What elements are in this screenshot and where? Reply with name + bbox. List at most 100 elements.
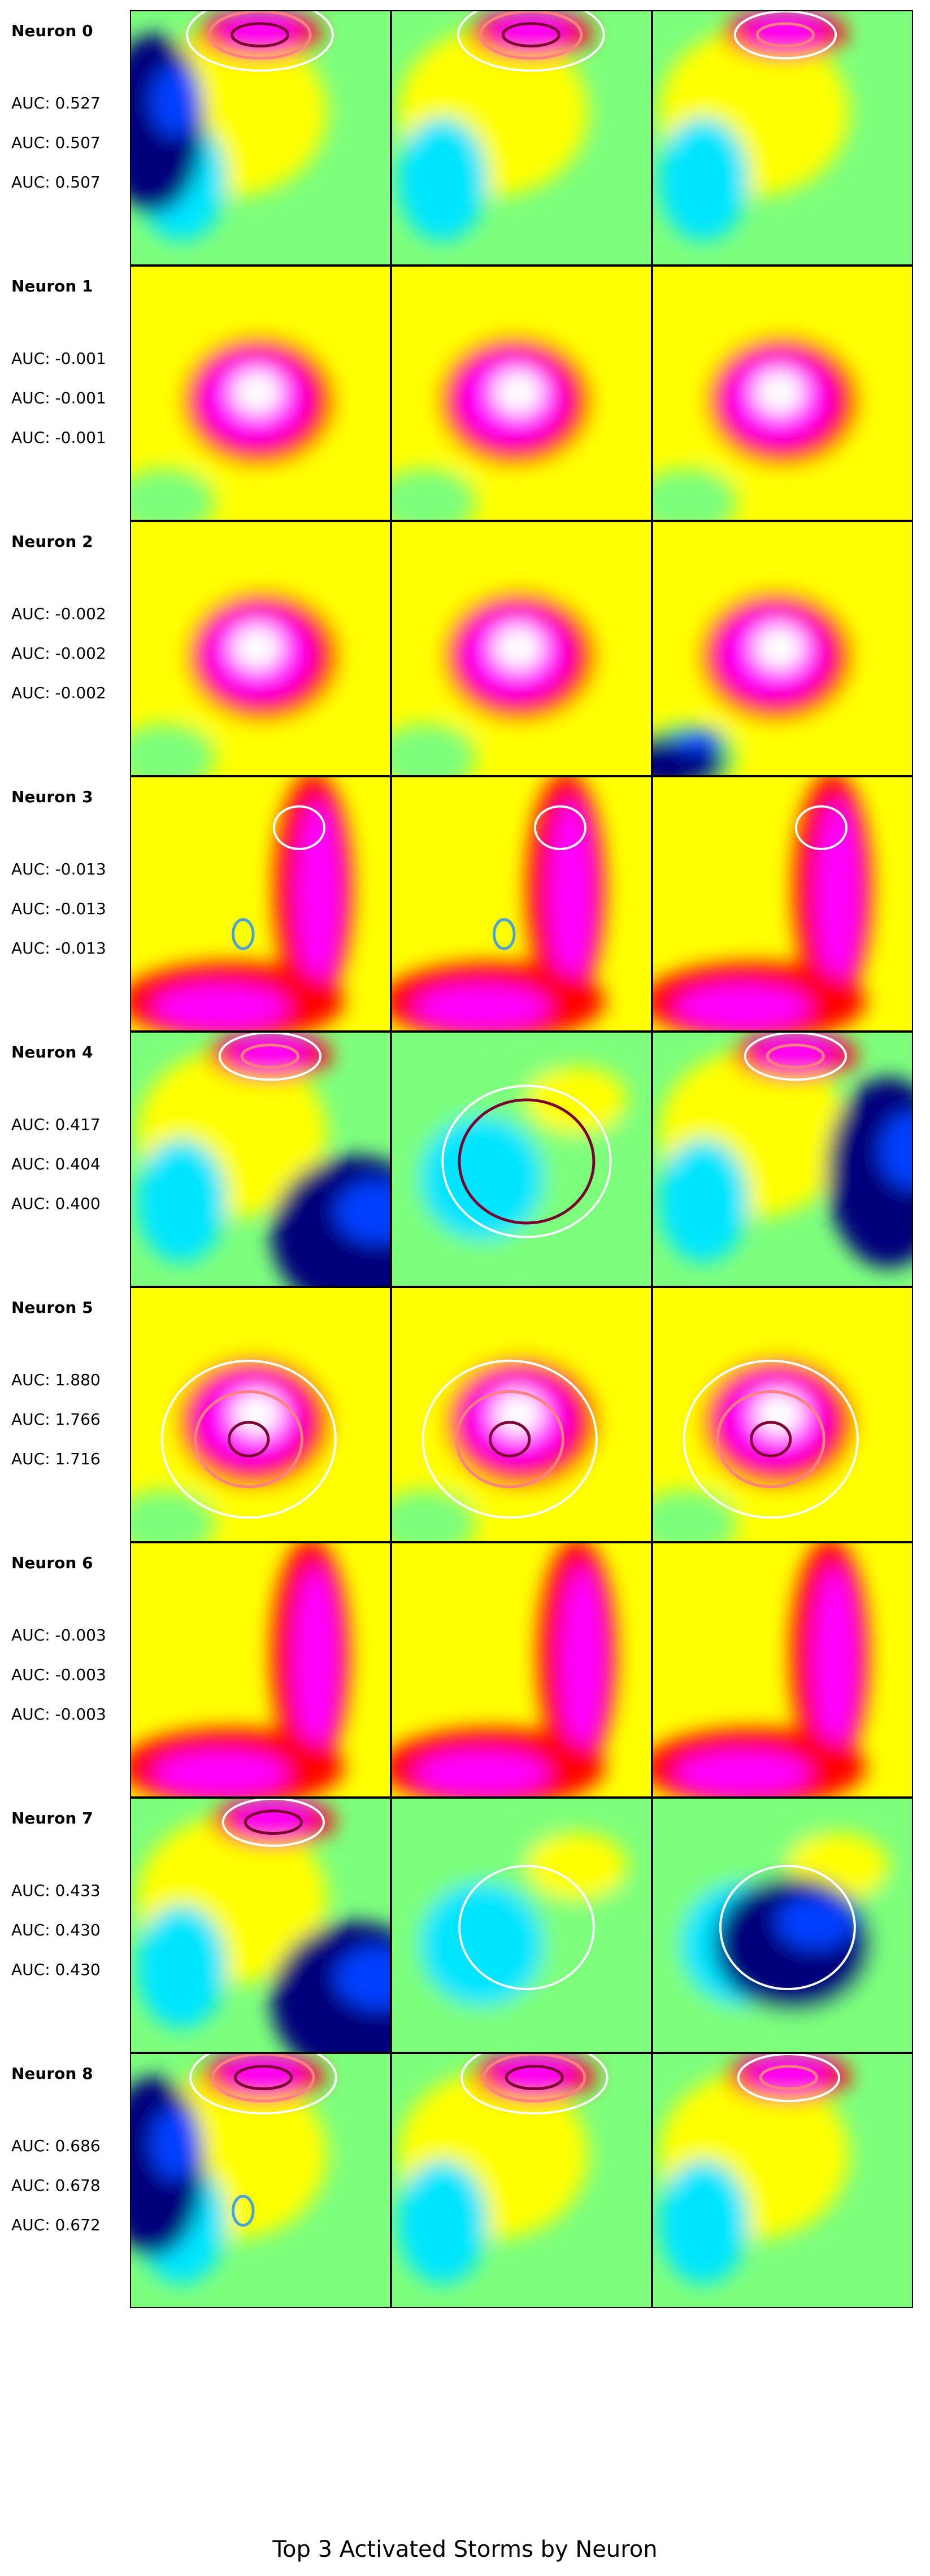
neuron-label: Neuron 7 xyxy=(11,1809,93,1827)
blue-fringe xyxy=(151,2108,201,2179)
storm-panel xyxy=(652,521,913,776)
magenta-band xyxy=(293,1566,338,1756)
neuron-label: Neuron 0 xyxy=(11,21,93,40)
magenta-base xyxy=(415,1751,549,1795)
blue-fringe xyxy=(776,1895,855,1948)
figure-title: Top 3 Activated Storms by Neuron xyxy=(0,2536,930,2562)
neuron-label: Neuron 1 xyxy=(11,277,93,295)
storm-panel xyxy=(391,1287,652,1542)
storm-panel xyxy=(652,1798,913,2053)
peak-core xyxy=(232,625,282,670)
magenta-band xyxy=(815,800,860,990)
neuron-label: Neuron 4 xyxy=(11,1043,93,1061)
storm-heatmap xyxy=(653,11,912,264)
auc-value: AUC: 0.527 xyxy=(11,94,101,112)
storm-heatmap xyxy=(392,1033,651,1286)
storm-heatmap xyxy=(131,1033,390,1286)
blue-fringe xyxy=(151,65,201,137)
auc-value: AUC: 0.417 xyxy=(11,1115,101,1134)
cyan-region xyxy=(659,2160,749,2283)
storm-panel xyxy=(391,776,652,1032)
storm-panel xyxy=(130,266,391,521)
storm-heatmap xyxy=(131,267,390,520)
yellow-region xyxy=(653,1577,743,1677)
storm-heatmap xyxy=(653,777,912,1030)
storm-heatmap xyxy=(131,11,390,264)
storm-panel xyxy=(652,1542,913,1798)
magenta-base xyxy=(676,1751,810,1795)
dark-blue-region xyxy=(715,1877,872,2012)
storm-heatmap xyxy=(131,1799,390,2052)
peak-core xyxy=(754,625,804,670)
magenta-base xyxy=(676,985,810,1029)
storm-heatmap xyxy=(131,1543,390,1796)
storm-heatmap xyxy=(653,2054,912,2307)
storm-panel xyxy=(391,1032,652,1287)
neuron-row: Neuron 1 AUC: -0.001 AUC: -0.001 AUC: -0.00… xyxy=(0,266,930,521)
magenta-band xyxy=(296,800,341,990)
storm-heatmap xyxy=(653,1033,912,1286)
magenta-base xyxy=(415,985,549,1029)
neuron-label: Neuron 5 xyxy=(11,1298,93,1317)
storm-heatmap xyxy=(653,522,912,775)
auc-value: AUC: -0.003 xyxy=(11,1665,106,1684)
storm-heatmap xyxy=(131,522,390,775)
magenta-base xyxy=(154,1751,288,1795)
cyan-region xyxy=(137,1905,227,2028)
storm-heatmap xyxy=(392,1543,651,1796)
storm-panel xyxy=(130,10,391,266)
storm-panel xyxy=(130,1287,391,1542)
neuron-row: Neuron 6 AUC: -0.003 AUC: -0.003 AUC: -0.00… xyxy=(0,1542,930,1798)
auc-value: AUC: 1.880 xyxy=(11,1370,101,1389)
peak-core xyxy=(232,370,282,415)
auc-value: AUC: -0.001 xyxy=(11,428,106,447)
storm-heatmap xyxy=(653,1543,912,1796)
storm-panel xyxy=(652,776,913,1032)
magenta-band xyxy=(560,1566,605,1756)
neuron-label: Neuron 3 xyxy=(11,787,93,806)
storm-panel xyxy=(391,1798,652,2053)
storm-heatmap xyxy=(392,777,651,1030)
storm-heatmap xyxy=(392,522,651,775)
auc-value: AUC: -0.013 xyxy=(11,939,106,958)
yellow-region xyxy=(392,811,482,911)
storm-panel xyxy=(652,1032,913,1287)
auc-value: AUC: 1.716 xyxy=(11,1450,101,1468)
cyan-region xyxy=(659,1139,749,1262)
storm-heatmap xyxy=(653,1799,912,2052)
auc-value: AUC: -0.001 xyxy=(11,349,106,368)
auc-value: AUC: 0.433 xyxy=(11,1881,101,1900)
storm-panel xyxy=(391,2053,652,2308)
auc-value: AUC: 0.686 xyxy=(11,2136,101,2155)
yellow-region xyxy=(392,1577,482,1677)
storm-panel xyxy=(130,521,391,776)
storm-heatmap xyxy=(392,267,651,520)
auc-value: AUC: 1.766 xyxy=(11,1410,101,1429)
auc-value: AUC: 0.400 xyxy=(11,1194,101,1213)
magenta-base xyxy=(154,985,288,1029)
storm-panel xyxy=(652,2053,913,2308)
storm-heatmap xyxy=(653,267,912,520)
neuron-row: Neuron 8 AUC: 0.686 AUC: 0.678 AUC: 0.672 xyxy=(0,2053,930,2308)
yellow-region xyxy=(131,811,221,911)
storm-panel xyxy=(391,10,652,266)
storm-heatmap xyxy=(392,11,651,264)
blue-fringe xyxy=(673,729,723,752)
peak-core xyxy=(493,625,543,670)
neuron-row: Neuron 5 AUC: 1.880 AUC: 1.766 AUC: 1.716 xyxy=(0,1287,930,1542)
auc-value: AUC: -0.013 xyxy=(11,899,106,918)
cyan-region xyxy=(420,1117,544,1240)
storm-panel xyxy=(391,1542,652,1798)
auc-value: AUC: 0.507 xyxy=(11,173,101,192)
neuron-label: Neuron 6 xyxy=(11,1554,93,1572)
neuron-label: Neuron 8 xyxy=(11,2064,93,2083)
neuron-label: Neuron 2 xyxy=(11,532,93,551)
auc-value: AUC: -0.002 xyxy=(11,644,106,663)
magenta-band xyxy=(813,1566,858,1756)
storm-panel xyxy=(130,2053,391,2308)
magenta-band xyxy=(549,800,594,990)
neuron-row: Neuron 2 AUC: -0.002 AUC: -0.002 AUC: -0.00… xyxy=(0,521,930,776)
yellow-region xyxy=(527,1832,627,1899)
storm-panel xyxy=(652,266,913,521)
auc-value: AUC: -0.002 xyxy=(11,604,106,623)
